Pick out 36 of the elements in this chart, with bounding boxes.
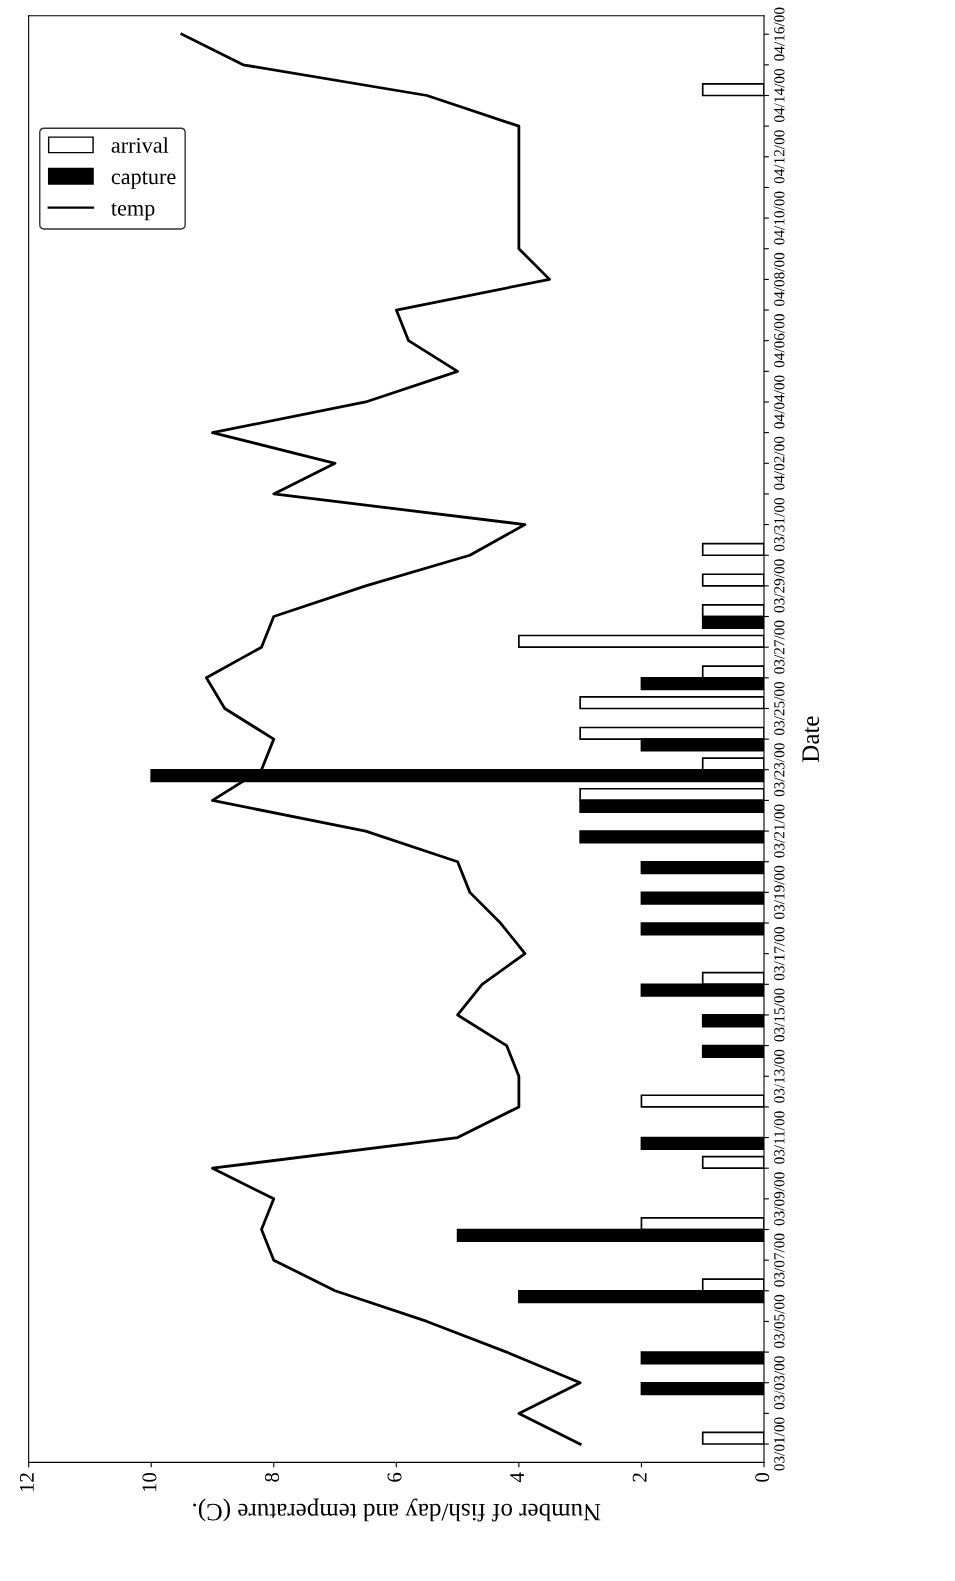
x-tick-label: 6 [387, 1472, 402, 1482]
y-tick-label: 03/11/00 [774, 1111, 785, 1164]
legend-label: capture [111, 171, 176, 189]
y-tick-label: 04/10/00 [774, 191, 785, 245]
x-tick-label: 2 [632, 1473, 647, 1482]
y-tick-label: 04/02/00 [774, 436, 785, 490]
y-tick-label: 03/03/00 [774, 1356, 785, 1410]
y-tick-label: 03/15/00 [774, 988, 785, 1042]
y-tick-label: 03/05/00 [774, 1294, 785, 1349]
x-axis-title: Number of fish/day and temperature (C). [193, 1498, 601, 1522]
y-tick-label: 03/31/00 [774, 498, 785, 552]
y-tick-label: 03/23/00 [774, 743, 785, 797]
y-tick-label: 03/13/00 [774, 1049, 785, 1103]
legend-label: arrival [111, 137, 169, 153]
x-tick-label: 8 [264, 1472, 279, 1482]
y-tick-label: 03/07/00 [774, 1233, 785, 1287]
y-tick-label: 04/12/00 [774, 130, 785, 184]
y-tick-label: 04/16/00 [774, 7, 785, 61]
y-tick-label: 04/04/00 [774, 375, 785, 429]
legend-label: temp [111, 202, 155, 221]
y-tick-label: 04/14/00 [774, 68, 785, 123]
y-tick-label: 03/27/00 [774, 620, 785, 674]
y-tick-label: 03/21/00 [774, 804, 785, 858]
x-tick-label: 12 [19, 1473, 34, 1492]
y-tick-label: 03/19/00 [774, 865, 785, 919]
x-tick-label: 0 [755, 1472, 770, 1482]
y-tick-label: 03/01/00 [774, 1417, 785, 1471]
y-tick-label: 04/08/00 [774, 252, 785, 306]
y-tick-label: 03/29/00 [774, 559, 785, 613]
x-tick-label: 10 [142, 1472, 157, 1492]
y-tick-label: 04/06/00 [774, 314, 785, 368]
y-tick-label: 03/09/00 [774, 1172, 785, 1226]
x-tick-label: 4 [510, 1472, 524, 1483]
y-tick-label: 03/25/00 [774, 681, 785, 736]
y-tick-label: 03/17/00 [774, 927, 785, 981]
y-axis-title: Date [802, 716, 820, 762]
